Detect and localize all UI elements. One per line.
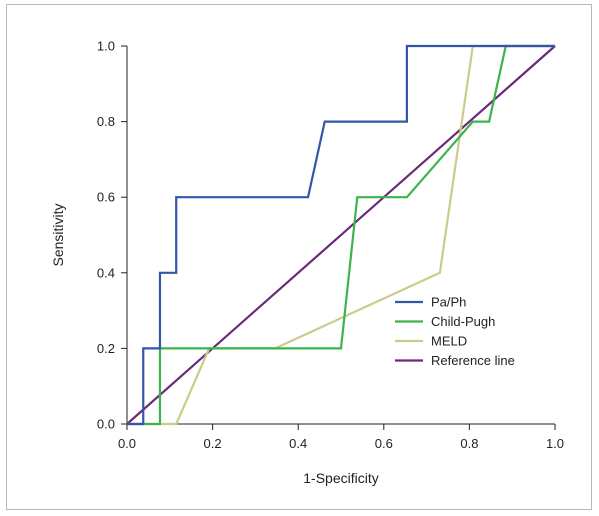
y-axis-title: Sensitivity: [50, 203, 66, 266]
y-tick-label: 0.2: [97, 341, 115, 356]
series-lines: [126, 44, 556, 426]
axes: 0.0 0.2 0.4 0.6 0.8 1.0 0.0 0.2 0.4 0.6 0.8 1.0: [97, 39, 564, 452]
y-tick-label: 1.0: [97, 39, 115, 54]
legend: Pa/Ph Child-Pugh MELD Reference line: [395, 295, 515, 368]
legend-label: Pa/Ph: [431, 295, 466, 310]
y-tick-label: 0.0: [97, 417, 115, 432]
series-line-reference-line: [126, 45, 556, 425]
legend-label: Child-Pugh: [431, 314, 495, 329]
chart-frame: 0.0 0.2 0.4 0.6 0.8 1.0 0.0 0.2 0.4 0.6 0.8 1.0 Pa/…: [6, 4, 592, 510]
x-tick-label: 0.8: [460, 436, 478, 451]
legend-label: MELD: [431, 334, 467, 349]
y-tick-label: 0.6: [97, 190, 115, 205]
x-tick-label: 0.6: [375, 436, 393, 451]
x-tick-label: 0.0: [118, 436, 136, 451]
legend-label: Reference line: [431, 353, 515, 368]
y-tick-label: 0.4: [97, 265, 115, 280]
x-tick-label: 0.2: [204, 436, 222, 451]
series-line-child-pugh: [127, 44, 555, 426]
y-tick-label: 0.8: [97, 114, 115, 129]
x-tick-label: 0.4: [289, 436, 307, 451]
series-line-pa-ph: [127, 44, 555, 426]
roc-chart: 0.0 0.2 0.4 0.6 0.8 1.0 0.0 0.2 0.4 0.6 0.8 1.0 Pa/…: [50, 39, 564, 487]
x-axis-title: 1-Specificity: [303, 470, 378, 486]
x-tick-label: 1.0: [546, 436, 564, 451]
